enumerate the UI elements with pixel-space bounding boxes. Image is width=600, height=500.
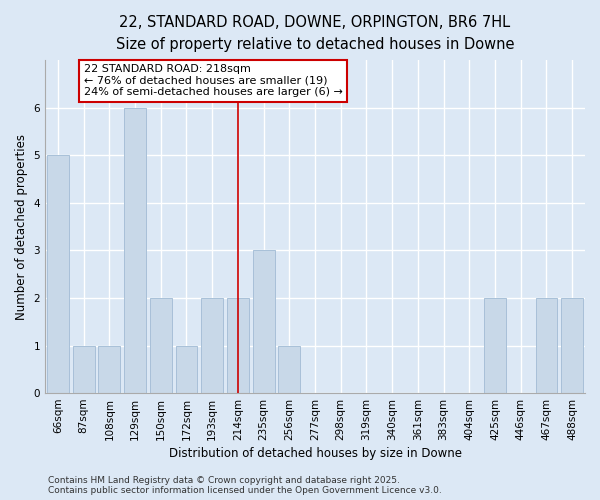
X-axis label: Distribution of detached houses by size in Downe: Distribution of detached houses by size …	[169, 447, 461, 460]
Bar	[201, 298, 223, 393]
Bar	[73, 346, 95, 393]
Bar	[536, 298, 557, 393]
Y-axis label: Number of detached properties: Number of detached properties	[15, 134, 28, 320]
Bar	[278, 346, 300, 393]
Bar	[47, 156, 69, 393]
Bar	[484, 298, 506, 393]
Bar	[150, 298, 172, 393]
Text: Contains HM Land Registry data © Crown copyright and database right 2025.
Contai: Contains HM Land Registry data © Crown c…	[48, 476, 442, 495]
Bar	[124, 108, 146, 393]
Bar	[253, 250, 275, 393]
Title: 22, STANDARD ROAD, DOWNE, ORPINGTON, BR6 7HL
Size of property relative to detach: 22, STANDARD ROAD, DOWNE, ORPINGTON, BR6…	[116, 15, 514, 52]
Text: 22 STANDARD ROAD: 218sqm
← 76% of detached houses are smaller (19)
24% of semi-d: 22 STANDARD ROAD: 218sqm ← 76% of detach…	[83, 64, 343, 98]
Bar	[98, 346, 120, 393]
Bar	[227, 298, 249, 393]
Bar	[176, 346, 197, 393]
Bar	[561, 298, 583, 393]
